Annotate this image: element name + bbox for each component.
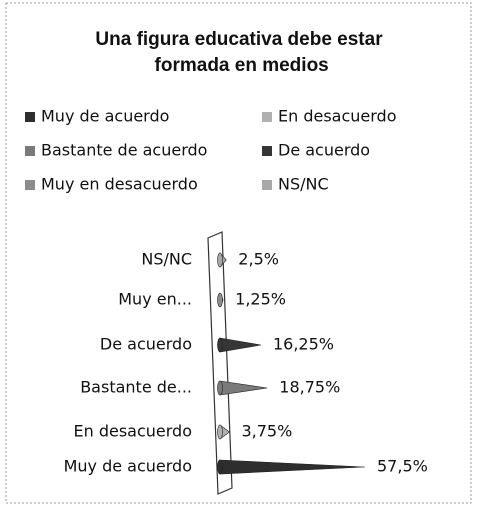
- axis-wall: [207, 231, 233, 495]
- category-label: De acuerdo: [100, 335, 192, 354]
- legend-label: Bastante de acuerdo: [41, 141, 207, 160]
- legend-label: De acuerdo: [278, 141, 370, 160]
- legend-swatch: [262, 146, 272, 156]
- value-label: 57,5%: [377, 457, 428, 476]
- legend-label: Muy de acuerdo: [41, 107, 169, 126]
- cone-base: [217, 459, 223, 475]
- frame: [5, 2, 472, 504]
- value-label: 2,5%: [238, 250, 279, 269]
- legend-label: NS/NC: [278, 175, 329, 194]
- value-label: 1,25%: [235, 290, 286, 309]
- category-label: Bastante de...: [80, 378, 192, 397]
- legend-swatch: [262, 180, 272, 190]
- chart-title: Una figura educativa debe estar formada …: [95, 29, 383, 76]
- cone-base: [217, 252, 223, 268]
- value-label: 3,75%: [241, 422, 292, 441]
- cone-base: [217, 337, 223, 353]
- value-label: 16,25%: [273, 335, 334, 354]
- legend-label: Muy en desacuerdo: [41, 175, 198, 194]
- legend-swatch: [25, 146, 35, 156]
- legend-swatch: [25, 180, 35, 190]
- category-label: NS/NC: [141, 250, 192, 269]
- cone-base: [217, 380, 223, 396]
- legend-label: En desacuerdo: [278, 107, 397, 126]
- cone-base: [217, 424, 223, 440]
- value-label: 18,75%: [279, 378, 340, 397]
- cone-base: [217, 292, 223, 308]
- category-label: Muy en...: [118, 290, 192, 309]
- legend-swatch: [25, 112, 35, 122]
- category-label: En desacuerdo: [74, 422, 193, 441]
- category-label: Muy de acuerdo: [64, 457, 192, 476]
- legend-swatch: [262, 112, 272, 122]
